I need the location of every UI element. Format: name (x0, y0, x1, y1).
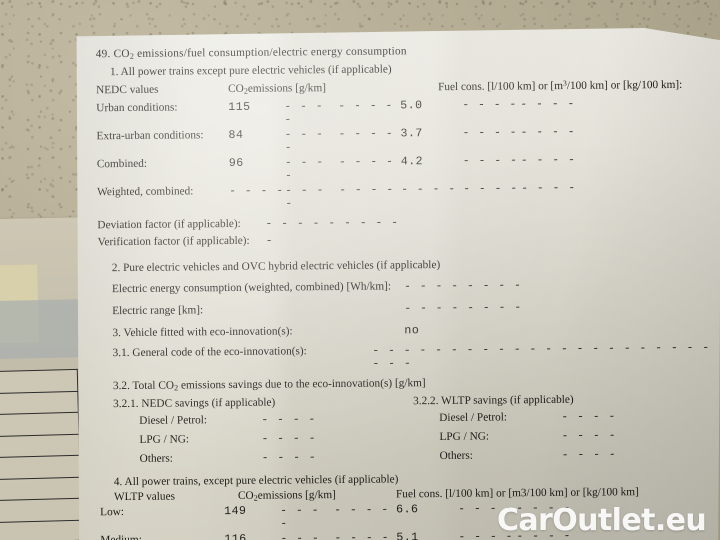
value-cell-fc-1: 3.7 (400, 126, 423, 141)
value-cell-co2-2: - - - - (284, 155, 325, 183)
table-row (0, 497, 82, 522)
savings-row-value: - - - - (261, 431, 317, 446)
deviation-factor-label: Deviation factor (if applicable): (97, 217, 241, 232)
value-cell-co2-3: - - - - (334, 503, 390, 518)
table-row (0, 454, 81, 479)
value-cell-co2-2: - - - - (284, 183, 325, 211)
value-row-label: Urban conditions: (96, 101, 178, 115)
savings-row-label: LPG / NG: (139, 432, 190, 446)
value-cell-co2-2: - - - - (280, 504, 320, 531)
value-cell-fc-1: 4.2 (400, 154, 424, 169)
value-cell-fc-2: - - - - (462, 126, 518, 140)
value-cell-co2-3: - - - - (338, 99, 394, 113)
value-cell-co2-1: 96 (228, 156, 244, 170)
table-row (0, 519, 83, 540)
value-cell-fc-1: 6.6 (396, 503, 419, 517)
value-cell-co2-3: - - - - (334, 531, 390, 540)
electric-energy-consumption-value: - - - - - - - - (403, 278, 522, 294)
value-cell-fc-3: - - - - (520, 97, 576, 111)
table-row (0, 368, 79, 393)
savings-row-label: LPG / NG: (439, 430, 490, 443)
value-row-label: Extra-urban conditions: (96, 129, 204, 143)
verification-factor-label: Verification factor (if applicable): (97, 234, 250, 249)
table-row (0, 390, 79, 415)
value-cell-fc-3: - - - - (516, 502, 572, 516)
nedc-savings-rows: Diesel / Petrol: - - - - LPG / NG: - - - - O… (113, 412, 414, 472)
savings-row-label: Diesel / Petrol: (139, 413, 208, 427)
section-1-co2-header: CO2emissions [g/km] (228, 82, 327, 96)
verification-factor-value: - (265, 234, 274, 248)
section-49-title-a: CO (113, 47, 130, 61)
secondary-paper-table-grid (0, 368, 83, 540)
value-cell-co2-3: - - - - (338, 127, 394, 141)
eco-innovation-fitted-value: no (404, 323, 420, 338)
savings-row-label: Diesel / Petrol: (439, 410, 508, 424)
value-cell-fc-2: - - - - (462, 154, 518, 168)
value-cell-co2-1: 84 (228, 128, 244, 142)
savings-columns: 3.2.1. NEDC savings (if applicable) Dies… (99, 392, 716, 472)
value-cell-co2-1: 149 (224, 505, 247, 519)
value-cell-fc-2: - - - - (462, 98, 518, 112)
value-cell-co2-2: - - - - (284, 127, 324, 155)
deviation-factor-value: - - - - - - - - - (265, 216, 400, 231)
value-cell-fc-1: 5.0 (400, 98, 423, 113)
electric-range-value: - - - - - - - - (404, 300, 523, 316)
nedc-values-label: NEDC values (96, 83, 159, 97)
eco-innovation-code-value: - - - - - - - - - - - - - - - - - - - - … (372, 341, 711, 371)
savings-row-value: - - - - (561, 409, 617, 424)
savings-row-label: Others: (139, 452, 173, 465)
value-row-label: Low: (100, 506, 125, 519)
value-cell-co2-2: - - - - (284, 99, 324, 127)
value-cell-fc-3: - - - - (516, 530, 572, 540)
value-cell-co2-1: 116 (224, 533, 247, 540)
savings-row-value: - - - - (261, 450, 317, 465)
wltp-values-label: WLTP values (113, 490, 176, 503)
value-cell-co2-2: - - - - (280, 532, 320, 540)
value-cell-co2-1: 115 (228, 100, 251, 114)
value-cell-fc-3: - - - - (520, 181, 577, 195)
section-4-rows: Low:149- - - -- - - -6.6- - - -- - - -Me… (100, 501, 718, 540)
section-1-fuel-header: Fuel cons. [l/100 km] or [m3/100 km] or … (438, 78, 683, 93)
value-cell-fc-2: - - - - (462, 182, 519, 196)
value-cell-fc-2: - - - - (458, 530, 514, 540)
table-row (0, 433, 80, 458)
value-cell-fc-1: 5.1 (396, 531, 419, 540)
eco-innovation-code-label: 3.1. General code of the eco-innovation(… (112, 345, 307, 359)
value-cell-co2-3: - - - - (338, 155, 394, 169)
value-cell-fc-1: - - - - (400, 182, 457, 197)
document-content: 49. CO2 emissions/fuel consumption/elect… (77, 28, 720, 540)
value-cell-fc-2: - - - - (458, 502, 514, 517)
nedc-savings-column: 3.2.1. NEDC savings (if applicable) Dies… (113, 395, 414, 472)
section-4-co2-header: CO2emissions [g/km] (237, 488, 336, 503)
value-cell-co2-1: - - - - (229, 184, 285, 198)
wltp-savings-rows: Diesel / Petrol: - - - - LPG / NG: - - - - O… (413, 409, 714, 469)
section-4-fuel-header: Fuel cons. [l/100 km] or [m3/100 km] or … (395, 485, 639, 500)
table-row (0, 411, 80, 436)
savings-row-value: - - - - (561, 428, 617, 443)
section-49-number: 49. (95, 48, 111, 61)
value-cell-fc-3: - - - - (520, 125, 576, 139)
value-row-label: Combined: (96, 157, 148, 171)
savings-row-value: - - - - (561, 447, 617, 462)
table-row (0, 476, 82, 501)
vehicle-registration-document: 49. CO2 emissions/fuel consumption/elect… (76, 28, 720, 540)
wltp-savings-column: 3.2.2. WLTP savings (if applicable) Dies… (413, 392, 714, 469)
value-row-label: Medium: (100, 533, 224, 540)
savings-row-label: Others: (439, 449, 473, 462)
value-cell-fc-3: - - - - (520, 153, 576, 167)
value-row-label: Weighted, combined: (97, 185, 194, 199)
savings-row-value: - - - - (261, 412, 317, 427)
section-1-rows: Urban conditions: 115- - - -- - - -5.0- -… (96, 96, 713, 214)
value-cell-co2-3: - - - - (338, 183, 395, 197)
section-49-title-b: emissions/fuel consumption/electric ener… (134, 45, 407, 60)
